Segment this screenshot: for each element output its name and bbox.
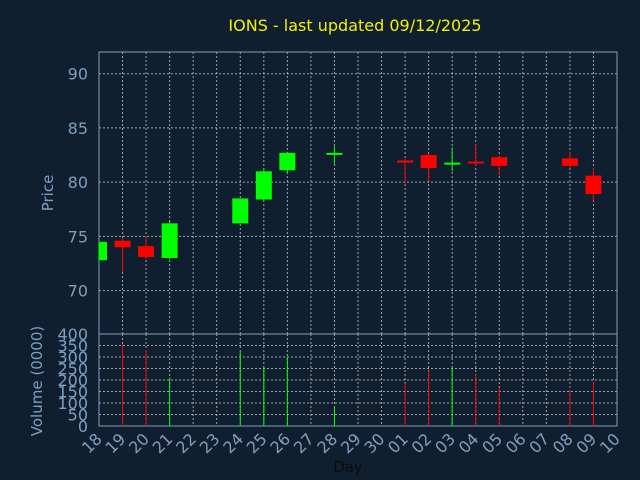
candle-body — [138, 246, 155, 257]
volume-tick-label: 50 — [68, 406, 88, 425]
candle — [561, 151, 578, 169]
volume-tick-label: 200 — [57, 371, 88, 390]
candle — [585, 168, 602, 201]
volume-panel-frame — [98, 333, 618, 427]
candle — [420, 153, 437, 182]
candle — [467, 144, 484, 166]
volume-tick-label: 150 — [57, 383, 88, 402]
candle-body — [420, 155, 437, 169]
price-tick-label: 80 — [68, 173, 88, 192]
candle-body — [444, 162, 461, 165]
candle — [397, 158, 414, 184]
price-grid — [98, 52, 618, 334]
price-axis-label: Price — [39, 175, 57, 212]
candle-body — [491, 157, 508, 166]
candle — [491, 156, 508, 176]
candle — [98, 241, 107, 262]
day-axis-label: Day — [333, 458, 363, 476]
candle-body — [397, 160, 414, 163]
candle — [444, 147, 461, 172]
price-tick-label: 85 — [68, 119, 88, 138]
volume-tick-label: 300 — [57, 348, 88, 367]
volume-tick-label: 0 — [78, 417, 88, 436]
candle-body — [561, 158, 578, 166]
price-tick-label: 90 — [68, 65, 88, 84]
candle-body — [279, 152, 296, 171]
candle — [161, 221, 178, 260]
volume-tick-label: 400 — [57, 325, 88, 344]
price-axis: 70 75 80 85 90 — [68, 65, 88, 301]
volume-axis-label: Volume (0000) — [28, 326, 46, 436]
candle-body — [232, 198, 249, 224]
candles — [98, 144, 602, 273]
candle — [279, 151, 296, 174]
day-axis: 1819202122232425262728293001020304050607… — [78, 429, 624, 457]
candle-body — [326, 152, 343, 155]
candle-body — [99, 241, 107, 261]
day-tick-label: 10 — [596, 429, 624, 457]
price-tick-label: 70 — [68, 282, 88, 301]
candle — [138, 236, 155, 260]
candle — [255, 168, 272, 201]
volume-tick-label: 250 — [57, 360, 88, 379]
candle-body — [255, 171, 272, 200]
candle-body — [585, 175, 602, 195]
candle — [232, 198, 249, 224]
volume-tick-label: 350 — [57, 337, 88, 356]
candle-body — [161, 223, 178, 259]
candle-body — [114, 240, 131, 248]
price-tick-label: 75 — [68, 227, 88, 246]
candle — [326, 146, 343, 164]
volume-grid — [98, 333, 618, 427]
candle-body — [467, 161, 484, 164]
candle — [114, 238, 131, 273]
volume-tick-label: 100 — [57, 394, 88, 413]
volume-bars — [122, 344, 594, 426]
chart-title: IONS - last updated 09/12/2025 — [228, 16, 481, 35]
